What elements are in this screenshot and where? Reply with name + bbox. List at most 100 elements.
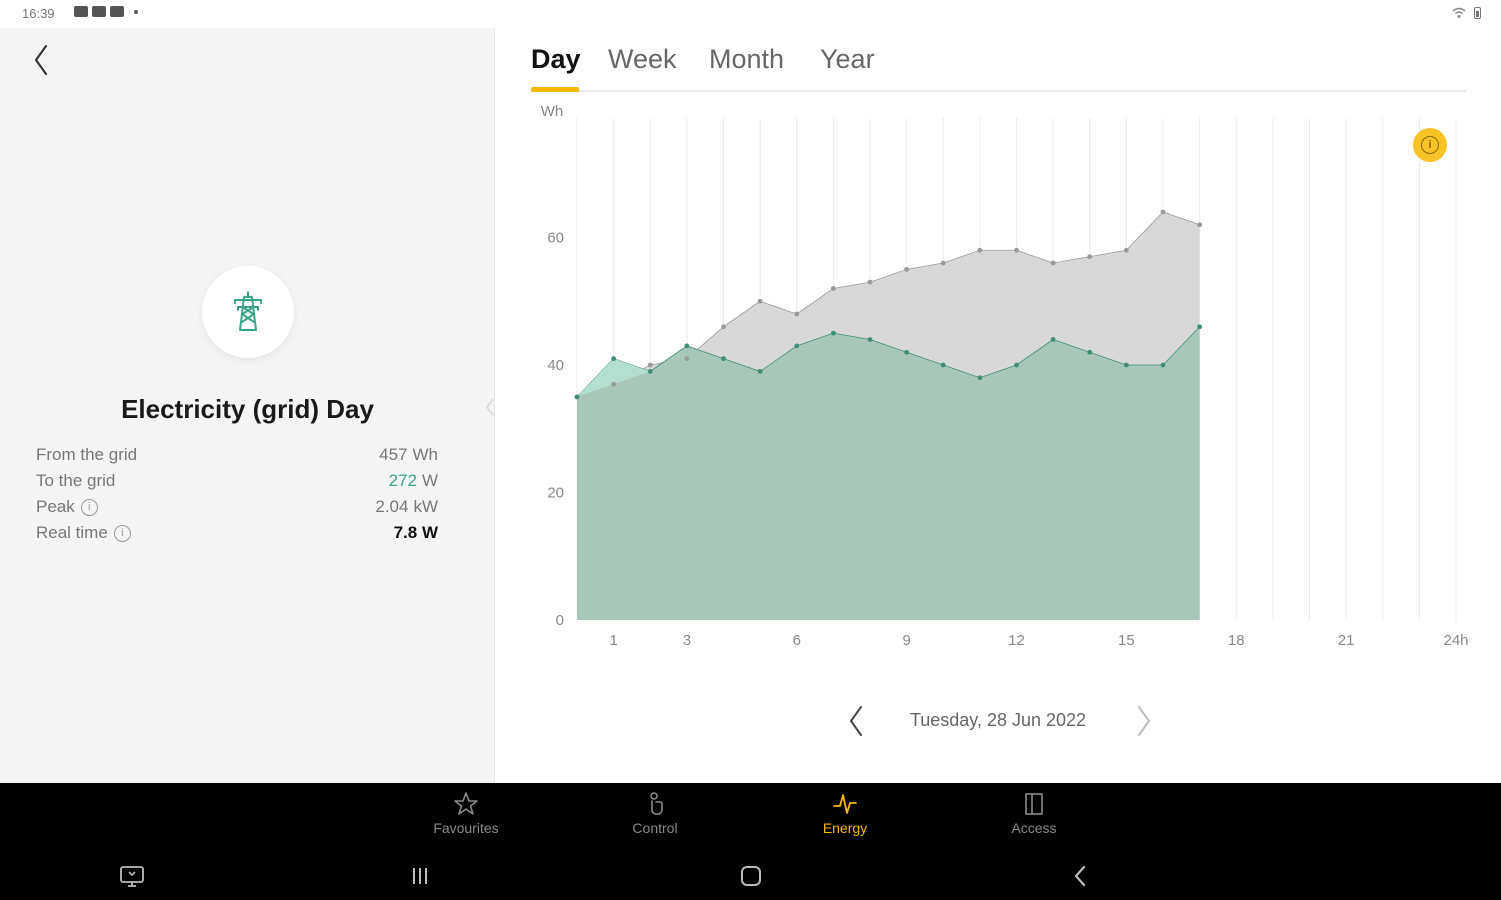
data-point-s1-5 (757, 368, 763, 374)
data-point-s0-15 (1123, 247, 1129, 253)
recent-apps-icon[interactable] (406, 863, 434, 889)
date-navigator: Tuesday, 28 Jun 2022 (836, 704, 1156, 738)
wifi-icon (1452, 7, 1466, 18)
chart-points (574, 209, 1203, 400)
data-point-s1-3 (684, 343, 690, 349)
data-point-s0-11 (977, 247, 983, 253)
x-tick-label: 1 (609, 632, 617, 649)
x-tick-label: 24h (1443, 632, 1468, 649)
screen-mirror-icon[interactable] (118, 863, 146, 889)
data-point-s1-17 (1197, 324, 1203, 330)
y-axis-label: Wh (541, 103, 564, 120)
door-icon (1025, 793, 1043, 815)
back-button[interactable] (28, 42, 58, 78)
battery-icon (1474, 7, 1481, 19)
x-tick-label: 18 (1228, 632, 1245, 649)
bottom-navigation: Favourites Control Energy Access (0, 783, 1501, 900)
nav-access[interactable]: Access (979, 791, 1089, 843)
youtube-notification-icon (110, 6, 124, 17)
y-tick-label: 40 (547, 357, 564, 374)
stat-label: To the grid (36, 471, 116, 490)
power-pylon-icon (234, 291, 262, 331)
y-tick-label: 0 (556, 612, 564, 629)
previous-day-button[interactable] (844, 704, 868, 738)
system-back-icon[interactable] (1067, 863, 1095, 889)
home-icon[interactable] (737, 863, 765, 889)
gallery-notification-icon (74, 6, 88, 17)
energy-pulse-icon (833, 794, 857, 814)
stat-label: Peak (36, 497, 75, 516)
device-detail-panel: Electricity (grid) Day From the grid 457… (0, 28, 495, 783)
nav-label: Energy (822, 820, 868, 836)
tab-week[interactable]: Week (608, 44, 677, 90)
energy-area-chart[interactable]: 0 20 40 60 1 3 6 9 12 15 18 21 24h Wh (496, 98, 1496, 688)
next-day-button[interactable] (1132, 704, 1156, 738)
message-notification-icon (92, 6, 106, 17)
data-point-s0-12 (1014, 247, 1019, 253)
x-tick-label: 12 (1008, 632, 1025, 649)
nav-label: Access (1011, 820, 1057, 836)
data-point-s1-0 (574, 394, 580, 400)
data-point-s1-6 (794, 343, 800, 349)
y-axis-ticks: 0 20 40 60 (547, 230, 564, 630)
active-tab-indicator (531, 87, 579, 92)
tab-day[interactable]: Day (531, 44, 581, 92)
data-point-s1-14 (1087, 349, 1093, 355)
data-point-s0-14 (1087, 254, 1093, 260)
status-time: 16:39 (22, 6, 55, 21)
data-point-s1-13 (1050, 337, 1056, 342)
tab-month[interactable]: Month (709, 44, 784, 90)
series-highlight (577, 358, 651, 397)
data-point-s1-7 (830, 330, 836, 336)
nav-label: Control (632, 820, 678, 836)
tab-year[interactable]: Year (820, 44, 875, 90)
panel-collapse-handle-icon[interactable] (484, 396, 496, 418)
info-icon: i (1421, 136, 1439, 154)
x-tick-label: 9 (902, 632, 910, 649)
data-point-s1-10 (940, 362, 946, 368)
data-point-s1-11 (977, 375, 983, 381)
chart-info-button[interactable]: i (1413, 128, 1447, 162)
notification-icons (74, 6, 138, 17)
stat-unit: kW (413, 497, 438, 516)
data-point-s0-7 (830, 286, 836, 291)
peak-info-icon[interactable]: i (80, 498, 98, 516)
data-point-s0-8 (867, 279, 873, 285)
more-notifications-icon (134, 9, 138, 14)
stat-from-grid: From the grid 457 Wh (36, 442, 438, 468)
nav-energy[interactable]: Energy (790, 791, 900, 843)
data-point-s0-5 (757, 298, 763, 304)
data-point-s0-16 (1160, 209, 1166, 215)
x-tick-label: 21 (1338, 632, 1355, 649)
hand-icon (650, 792, 663, 815)
stat-label: From the grid (36, 445, 138, 464)
nav-control[interactable]: Control (600, 791, 710, 843)
series-line-1 (576, 326, 1200, 398)
data-point-s0-13 (1050, 260, 1056, 266)
data-point-s0-4 (721, 324, 726, 330)
data-point-s0-1 (611, 381, 617, 387)
stat-to-grid: To the grid 272 W (36, 468, 438, 494)
x-axis-ticks: 1 3 6 9 12 15 18 21 24h (609, 632, 1468, 649)
stat-value: 457 (379, 445, 408, 464)
period-tabs: Day Week Month Year (531, 44, 1466, 92)
data-point-s1-1 (611, 356, 617, 362)
data-point-s1-8 (867, 337, 873, 342)
data-point-s1-12 (1014, 362, 1019, 368)
stat-value: 272 (388, 471, 417, 490)
tab-label: Day (531, 44, 581, 74)
data-point-s1-16 (1160, 362, 1166, 368)
data-point-s0-6 (794, 311, 800, 317)
stat-value: 2.04 (375, 497, 409, 516)
nav-favourites[interactable]: Favourites (411, 791, 521, 843)
stat-label: Real time (36, 523, 108, 542)
data-point-s1-9 (904, 349, 910, 355)
x-tick-label: 15 (1118, 632, 1135, 649)
y-tick-label: 20 (547, 485, 564, 502)
device-icon-circle (202, 266, 294, 358)
x-tick-label: 6 (793, 632, 801, 649)
energy-stats: From the grid 457 Wh To the grid 272 W Pea… (36, 442, 438, 546)
real-time-info-icon[interactable]: i (113, 524, 131, 542)
y-tick-label: 60 (547, 230, 564, 247)
stat-peak: Peak i 2.04 kW (36, 494, 438, 520)
